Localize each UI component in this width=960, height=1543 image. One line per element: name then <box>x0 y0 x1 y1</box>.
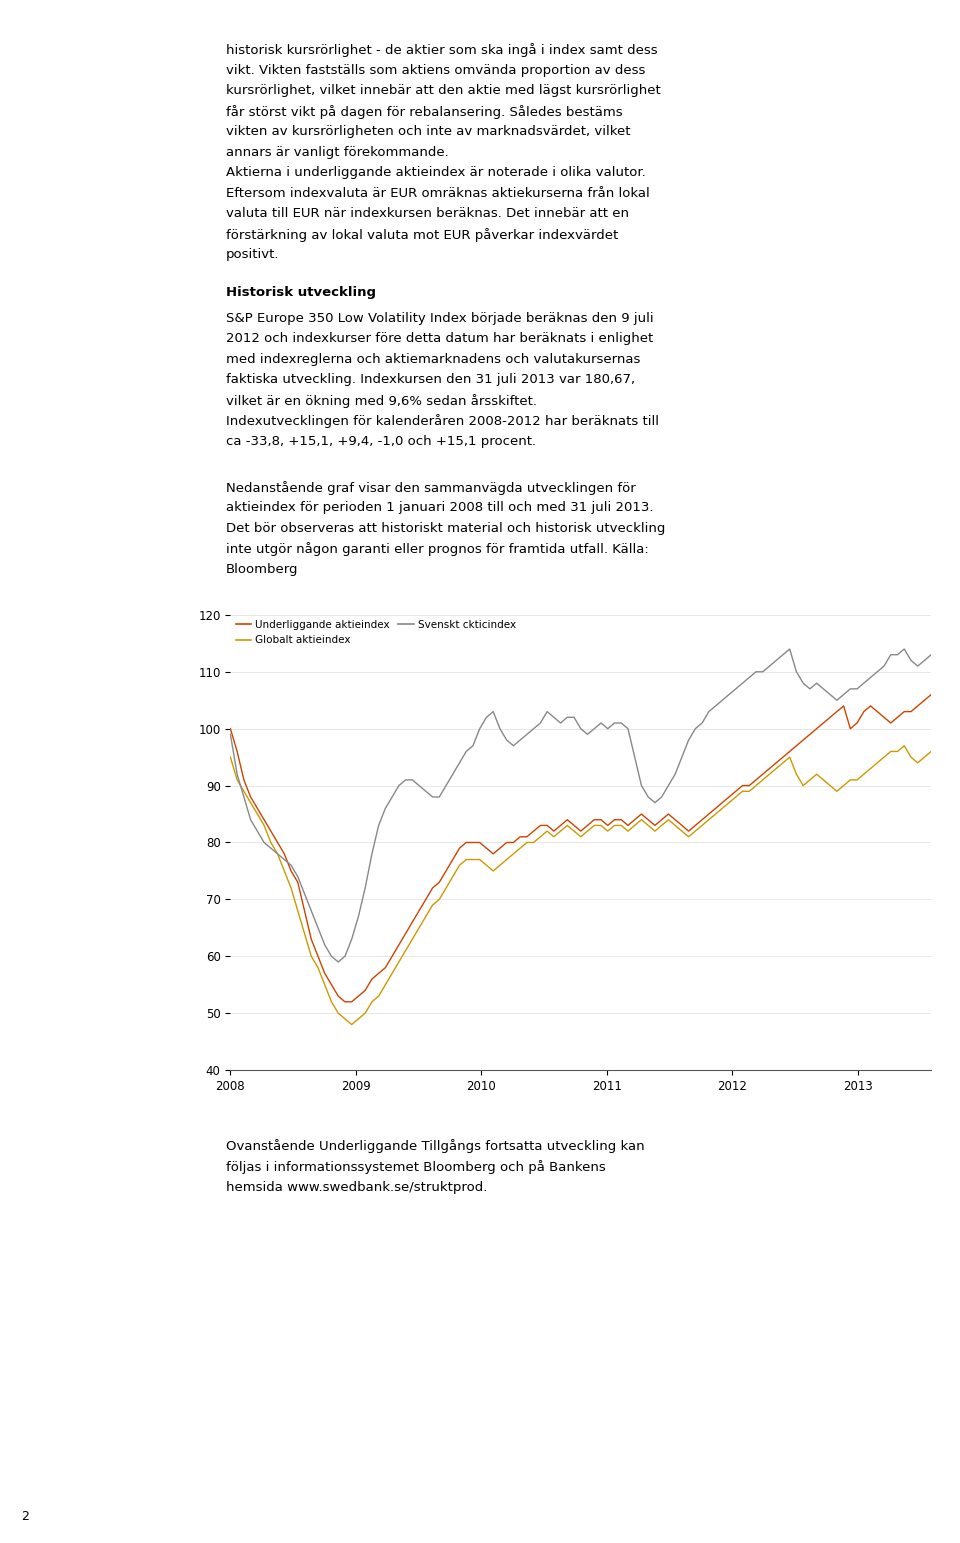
Text: valuta till EUR när indexkursen beräknas. Det innebär att en: valuta till EUR när indexkursen beräknas… <box>226 207 629 221</box>
Text: Aktierna i underliggande aktieindex är noterade i olika valutor.: Aktierna i underliggande aktieindex är n… <box>226 167 645 179</box>
Text: med indexreglerna och aktiemarknadens och valutakursernas: med indexreglerna och aktiemarknadens oc… <box>226 352 640 366</box>
Text: 2: 2 <box>21 1511 29 1523</box>
Text: får störst vikt på dagen för rebalansering. Således bestäms: får störst vikt på dagen för rebalanseri… <box>226 105 622 119</box>
Text: aktieindex för perioden 1 januari 2008 till och med 31 juli 2013.: aktieindex för perioden 1 januari 2008 t… <box>226 501 653 514</box>
Text: Indexutvecklingen för kalenderåren 2008-2012 har beräknats till: Indexutvecklingen för kalenderåren 2008-… <box>226 414 659 427</box>
Text: Nedanstående graf visar den sammanvägda utvecklingen för: Nedanstående graf visar den sammanvägda … <box>226 480 636 495</box>
Text: Ovanstående Underliggande Tillgångs fortsatta utveckling kan: Ovanstående Underliggande Tillgångs fort… <box>226 1139 644 1154</box>
Text: följas i informationssystemet Bloomberg och på Bankens: följas i informationssystemet Bloomberg … <box>226 1160 606 1174</box>
Text: vikt. Vikten fastställs som aktiens omvända proportion av dess: vikt. Vikten fastställs som aktiens omvä… <box>226 63 645 77</box>
Text: vilket är en ökning med 9,6% sedan årsskiftet.: vilket är en ökning med 9,6% sedan årssk… <box>226 393 537 407</box>
Text: faktiska utveckling. Indexkursen den 31 juli 2013 var 180,67,: faktiska utveckling. Indexkursen den 31 … <box>226 373 635 386</box>
Text: S&P Europe 350 Low Volatility Index började beräknas den 9 juli: S&P Europe 350 Low Volatility Index börj… <box>226 312 653 324</box>
Text: ca -33,8, +15,1, +9,4, -1,0 och +15,1 procent.: ca -33,8, +15,1, +9,4, -1,0 och +15,1 pr… <box>226 435 536 447</box>
Text: historisk kursrörlighet - de aktier som ska ingå i index samt dess: historisk kursrörlighet - de aktier som … <box>226 43 658 57</box>
Legend: Underliggande aktieindex, Globalt aktieindex, Svenskt ckticindex: Underliggande aktieindex, Globalt aktiei… <box>235 620 516 645</box>
Text: inte utgör någon garanti eller prognos för framtida utfall. Källa:: inte utgör någon garanti eller prognos f… <box>226 542 648 555</box>
Text: Det bör observeras att historiskt material och historisk utveckling: Det bör observeras att historiskt materi… <box>226 522 665 535</box>
Text: kursrörlighet, vilket innebär att den aktie med lägst kursrörlighet: kursrörlighet, vilket innebär att den ak… <box>226 85 660 97</box>
Text: Historisk utveckling: Historisk utveckling <box>226 285 375 299</box>
Text: annars är vanligt förekommande.: annars är vanligt förekommande. <box>226 147 448 159</box>
Text: Bloomberg: Bloomberg <box>226 563 299 576</box>
Text: 2012 och indexkurser före detta datum har beräknats i enlighet: 2012 och indexkurser före detta datum ha… <box>226 332 653 346</box>
Text: positivt.: positivt. <box>226 248 279 261</box>
Text: vikten av kursrörligheten och inte av marknadsvärdet, vilket: vikten av kursrörligheten och inte av ma… <box>226 125 630 139</box>
Text: Eftersom indexvaluta är EUR omräknas aktiekurserna från lokal: Eftersom indexvaluta är EUR omräknas akt… <box>226 187 649 201</box>
Text: hemsida www.swedbank.se/struktprod.: hemsida www.swedbank.se/struktprod. <box>226 1180 487 1194</box>
Text: förstärkning av lokal valuta mot EUR påverkar indexvärdet: förstärkning av lokal valuta mot EUR påv… <box>226 228 618 242</box>
